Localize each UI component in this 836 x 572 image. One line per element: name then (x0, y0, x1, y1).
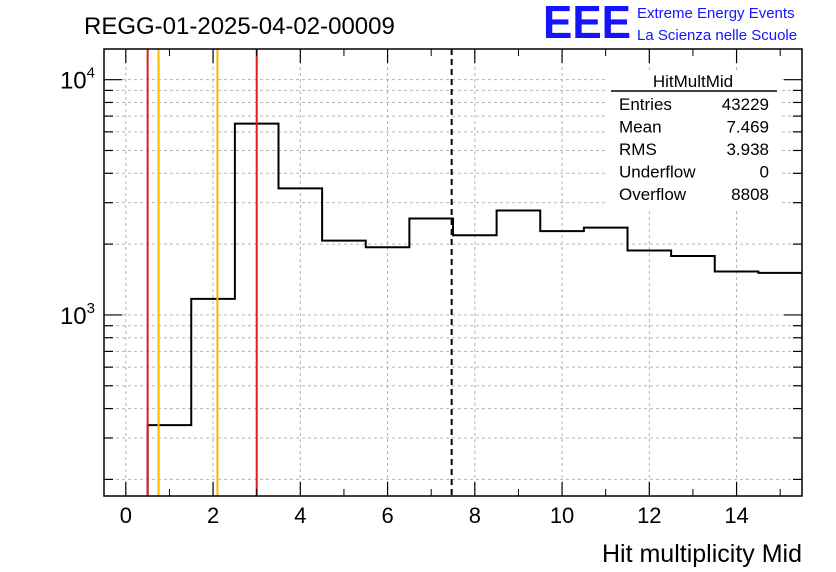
stats-row-value: 8808 (731, 185, 769, 204)
grid (104, 49, 802, 496)
org-line-2: La Scienza nelle Scuole (637, 27, 797, 44)
x-tick-label: 4 (294, 503, 306, 528)
stats-rows: Entries 43229 Mean 7.469 RMS 3.938 Underflow 0 O… (619, 95, 769, 204)
axis-ticks (104, 49, 802, 496)
histogram-series (146, 122, 802, 496)
x-tick-label: 8 (469, 503, 481, 528)
x-tick-label: 10 (550, 503, 574, 528)
stats-row-value: 3.938 (726, 140, 769, 159)
x-tick-label: 6 (381, 503, 393, 528)
stats-box-background (606, 70, 782, 210)
x-tick-label: 14 (724, 503, 748, 528)
histogram-bin (453, 235, 497, 496)
histogram-bin (497, 210, 541, 496)
histogram-bin (279, 188, 323, 496)
y-tick-label: 104 (60, 65, 95, 95)
histogram-bin (366, 247, 410, 496)
histogram-bin (322, 241, 366, 496)
stats-row-label: Underflow (619, 163, 696, 182)
histogram-bin (540, 231, 584, 496)
stats-row-label: Overflow (619, 185, 687, 204)
stats-row-value: 7.469 (726, 118, 769, 137)
x-tick-label: 2 (207, 503, 219, 528)
stats-row-value: 0 (760, 163, 769, 182)
histogram-bin (758, 273, 802, 496)
org-line-1: Extreme Energy Events (637, 5, 795, 22)
x-tick-label: 0 (120, 503, 132, 528)
histogram-bin (409, 218, 453, 496)
y-tick-labels: 103 104 (60, 65, 95, 330)
stats-row-value: 43229 (722, 95, 769, 114)
histogram-outline (146, 122, 802, 496)
vertical-markers (146, 49, 453, 496)
histogram-bin (671, 256, 715, 496)
plot-frame (103, 48, 803, 497)
histogram-bin (148, 425, 192, 496)
histogram-bin (628, 250, 672, 496)
stats-title: HitMultMid (653, 72, 733, 91)
histogram-bin (715, 271, 759, 496)
histogram-bin (584, 228, 628, 496)
y-tick-label: 103 (60, 300, 95, 330)
stats-box: HitMultMid Entries 43229 Mean 7.469 RMS 3.938… (606, 70, 782, 210)
stats-row-label: RMS (619, 140, 657, 159)
stats-row-label: Entries (619, 95, 672, 114)
eee-logo: EEE (543, 0, 631, 48)
x-tick-labels: 0 2 4 6 8 10 12 14 (120, 503, 749, 528)
histogram-bin (191, 299, 235, 496)
run-title: REGG-01-2025-04-02-00009 (84, 13, 395, 40)
x-tick-label: 12 (637, 503, 661, 528)
stats-row-label: Mean (619, 118, 662, 137)
x-axis-label: Hit multiplicity Mid (602, 540, 802, 568)
